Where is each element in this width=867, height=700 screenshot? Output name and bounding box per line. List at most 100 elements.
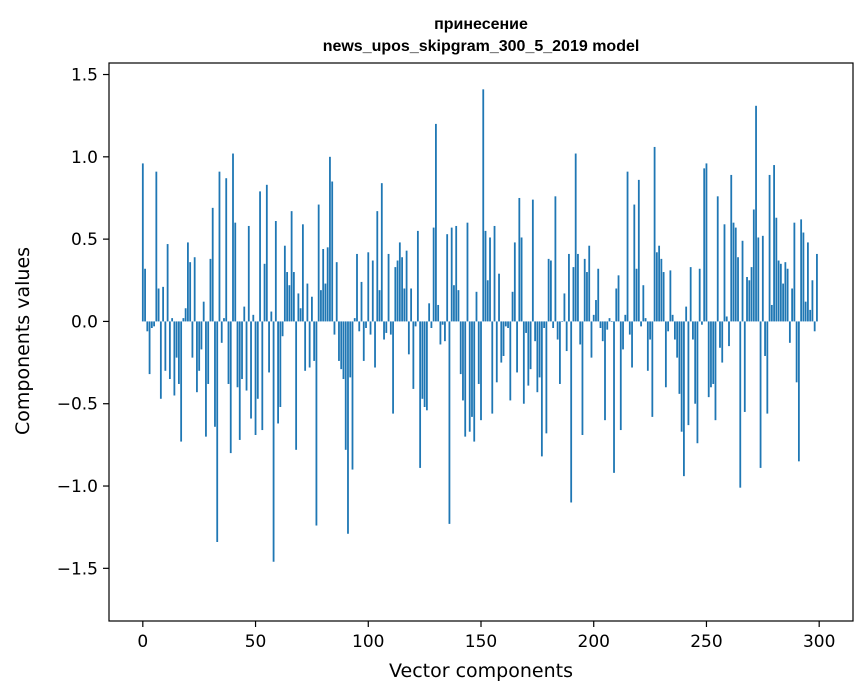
bar-150 — [480, 321, 482, 421]
y-tick-label: 0.5 — [71, 230, 98, 250]
chart-subtitle: news_upos_skipgram_300_5_2019 model — [323, 38, 640, 55]
bar-114 — [398, 242, 401, 322]
bar-256 — [719, 321, 721, 348]
bar-145 — [468, 321, 471, 432]
bar-290 — [795, 321, 798, 383]
bar-169 — [522, 321, 525, 404]
bar-163 — [509, 321, 512, 401]
bar-139 — [455, 225, 458, 322]
bar-283 — [779, 263, 782, 322]
bar-272 — [755, 105, 757, 322]
bar-205 — [604, 321, 606, 421]
bar-136 — [448, 321, 451, 524]
bar-4 — [150, 321, 153, 328]
bar-10 — [164, 321, 167, 371]
bar-193 — [577, 253, 579, 322]
bar-269 — [748, 280, 751, 322]
bar-110 — [389, 321, 392, 335]
bar-276 — [764, 321, 766, 356]
bar-255 — [716, 196, 719, 322]
bar-60 — [277, 321, 279, 424]
bar-147 — [473, 321, 476, 442]
bar-192 — [574, 153, 577, 322]
bar-61 — [279, 321, 282, 408]
bar-226 — [651, 321, 654, 417]
bar-23 — [193, 257, 196, 322]
bar-251 — [707, 321, 710, 398]
bar-153 — [486, 280, 489, 322]
bar-261 — [730, 174, 733, 322]
bar-271 — [752, 209, 755, 322]
bar-267 — [743, 321, 746, 412]
bar-285 — [784, 262, 787, 322]
bar-108 — [385, 321, 388, 333]
bars-layer — [141, 89, 818, 562]
bar-53 — [261, 321, 264, 431]
bar-168 — [520, 237, 523, 322]
bar-6 — [155, 171, 158, 322]
bar-186 — [561, 321, 564, 323]
bar-80 — [322, 249, 325, 322]
bar-148 — [475, 291, 478, 322]
bar-66 — [290, 211, 293, 322]
bar-82 — [326, 247, 329, 322]
bar-42 — [236, 321, 239, 388]
bar-246 — [696, 321, 699, 444]
bar-297 — [811, 280, 814, 322]
bar-29 — [207, 321, 210, 384]
bar-155 — [491, 321, 494, 414]
bar-115 — [401, 257, 403, 322]
bar-55 — [265, 184, 268, 322]
bar-24 — [196, 321, 198, 393]
bar-7 — [157, 288, 160, 322]
bar-113 — [396, 260, 399, 322]
bar-242 — [687, 321, 690, 426]
bar-278 — [768, 174, 771, 322]
bar-207 — [608, 318, 611, 322]
x-tick-label: 100 — [352, 632, 384, 652]
x-tick-label: 150 — [465, 632, 497, 652]
bar-183 — [554, 196, 557, 322]
bar-34 — [218, 171, 221, 322]
bar-273 — [757, 237, 760, 322]
bar-172 — [529, 321, 532, 370]
bar-178 — [543, 321, 546, 328]
y-tick-label: −0.5 — [57, 395, 98, 415]
bar-40 — [232, 153, 234, 322]
bar-19 — [184, 308, 187, 322]
bar-12 — [168, 321, 171, 380]
bar-144 — [466, 222, 469, 322]
bar-63 — [283, 245, 286, 322]
bar-252 — [710, 321, 712, 388]
bar-30 — [209, 258, 212, 322]
bar-201 — [595, 300, 597, 322]
bar-248 — [701, 321, 703, 325]
bar-179 — [545, 321, 548, 434]
ticks-layer: 0 50 100 150 200 250 300 −1.5 −1.0 −0.5 0.0 0.5 1.0 1… — [57, 66, 836, 652]
bar-90 — [344, 321, 347, 450]
bar-79 — [320, 290, 322, 322]
bar-22 — [191, 321, 194, 358]
bar-149 — [477, 321, 480, 384]
bar-20 — [187, 242, 189, 322]
bar-280 — [773, 165, 775, 322]
bar-75 — [311, 296, 313, 322]
bar-238 — [678, 321, 681, 394]
bar-85 — [333, 321, 336, 335]
bar-151 — [482, 89, 485, 322]
bar-96 — [358, 321, 361, 332]
bar-154 — [489, 237, 491, 322]
bar-68 — [295, 321, 298, 450]
bar-216 — [628, 321, 631, 335]
bar-72 — [304, 321, 307, 371]
bar-88 — [340, 321, 343, 370]
bar-120 — [412, 321, 415, 389]
bar-227 — [653, 146, 656, 322]
plot-frame — [108, 62, 854, 622]
bar-100 — [367, 252, 370, 322]
bar-194 — [579, 321, 582, 345]
bar-208 — [610, 321, 613, 323]
bar-294 — [804, 301, 807, 322]
bar-130 — [435, 123, 437, 322]
